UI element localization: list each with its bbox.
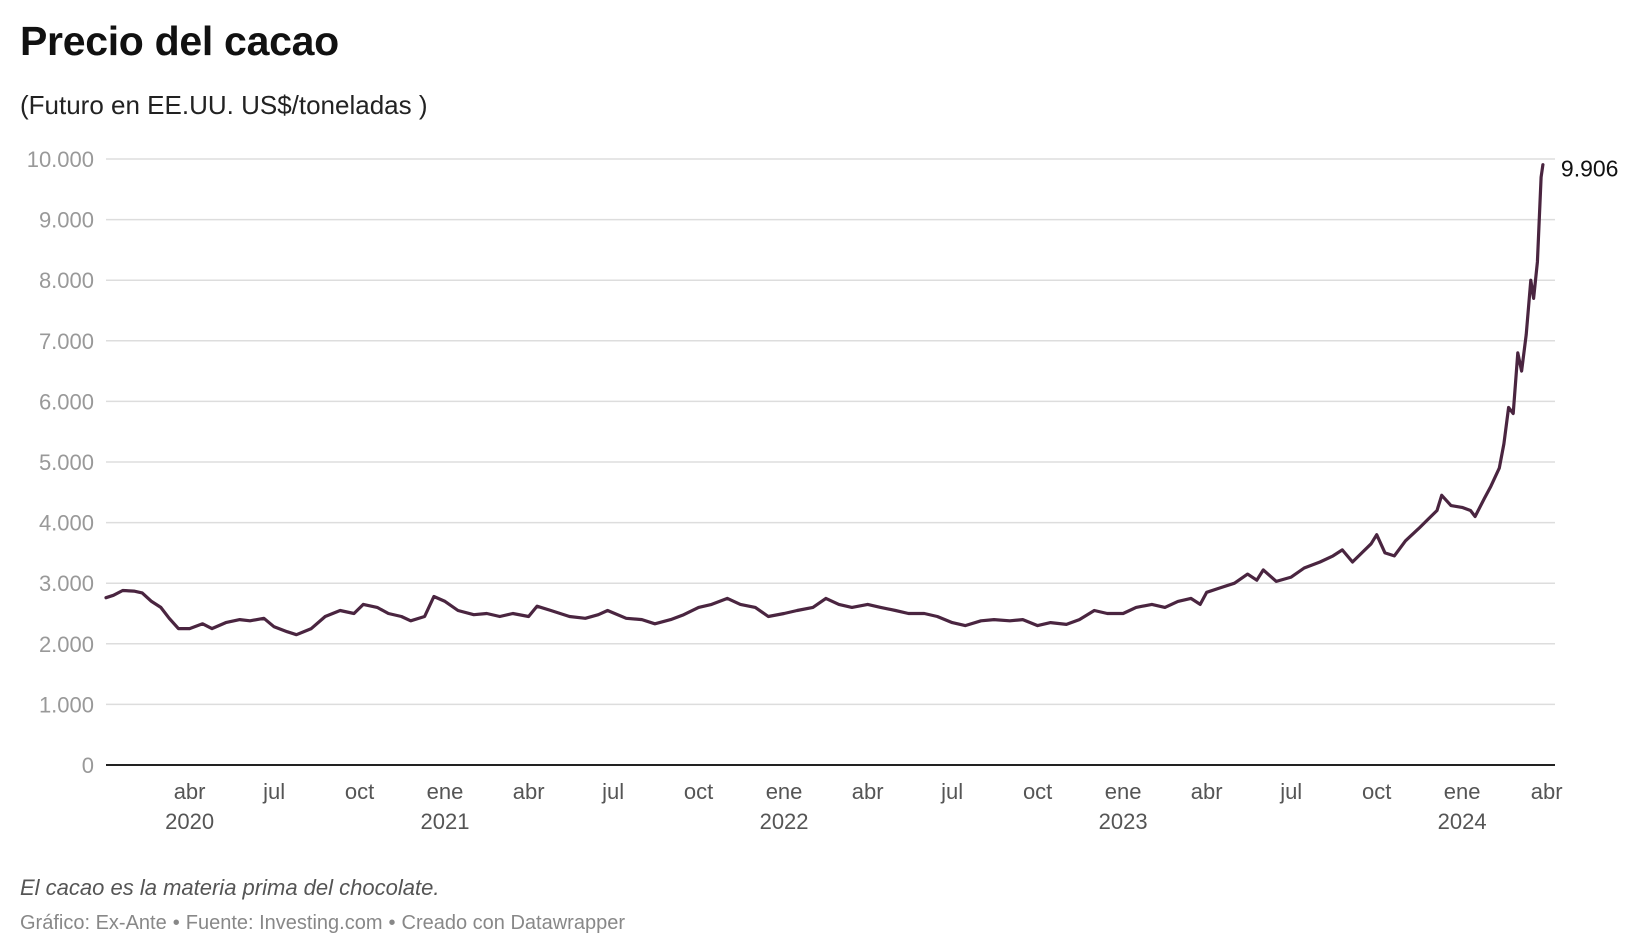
y-tick-label: 8.000 xyxy=(39,268,94,293)
x-axis: abr 2020 jul oct ene 2021 abr jul oct ene 2022 abr j… xyxy=(106,764,1563,834)
y-tick-label: 10.000 xyxy=(27,147,94,172)
x-tick-label: jul xyxy=(262,779,285,804)
y-tick-label: 6.000 xyxy=(39,389,94,414)
y-axis: 0 1.000 2.000 3.000 4.000 5.000 6.000 7.000 8.00… xyxy=(27,147,94,778)
x-tick-label: jul xyxy=(1279,779,1302,804)
x-tick-year-label: 2020 xyxy=(165,809,214,834)
separator: • xyxy=(388,912,396,934)
price-line xyxy=(104,163,1545,637)
separator: • xyxy=(172,912,180,934)
x-tick-year-label: 2021 xyxy=(421,809,470,834)
x-tick-label: ene xyxy=(766,779,803,804)
x-tick-label: abr xyxy=(1531,779,1563,804)
y-tick-label: 9.000 xyxy=(39,208,94,233)
x-tick-label: abr xyxy=(174,779,206,804)
last-value-label: 9.906 xyxy=(1561,156,1619,182)
x-tick-label: abr xyxy=(852,779,884,804)
x-tick-label: ene xyxy=(1105,779,1142,804)
annotations: 9.906 xyxy=(1561,156,1619,182)
y-tick-label: 7.000 xyxy=(39,329,94,354)
y-tick-label: 1.000 xyxy=(39,692,94,717)
x-tick-label: jul xyxy=(940,779,963,804)
y-tick-label: 5.000 xyxy=(39,450,94,475)
x-tick-label: oct xyxy=(345,779,374,804)
x-tick-label: ene xyxy=(1444,779,1481,804)
chart-subtitle: (Futuro en EE.UU. US$/toneladas ) xyxy=(20,90,428,120)
x-tick-label: ene xyxy=(427,779,464,804)
chart-note: El cacao es la materia prima del chocola… xyxy=(20,875,440,900)
credit-text: Gráfico: Ex-Ante xyxy=(20,912,167,934)
x-tick-label: jul xyxy=(601,779,624,804)
x-tick-year-label: 2022 xyxy=(760,809,809,834)
tool-text: Creado con Datawrapper xyxy=(401,912,625,934)
x-tick-label: abr xyxy=(1191,779,1223,804)
x-tick-label: oct xyxy=(1362,779,1391,804)
x-tick-label: oct xyxy=(684,779,713,804)
x-tick-label: oct xyxy=(1023,779,1052,804)
price-series xyxy=(104,163,1545,637)
y-tick-label: 2.000 xyxy=(39,632,94,657)
chart-footer: Gráfico: Ex-Ante • Fuente: Investing.com • C… xyxy=(20,912,625,935)
line-chart: 0 1.000 2.000 3.000 4.000 5.000 6.000 7.000 8.00… xyxy=(27,147,1619,834)
chart-title: Precio del cacao xyxy=(20,18,339,64)
source-text: Fuente: Investing.com xyxy=(185,912,383,934)
x-tick-label: abr xyxy=(513,779,545,804)
y-tick-label: 4.000 xyxy=(39,511,94,536)
y-tick-label: 0 xyxy=(82,753,94,778)
x-tick-year-label: 2024 xyxy=(1438,809,1487,834)
y-tick-label: 3.000 xyxy=(39,571,94,596)
x-tick-year-label: 2023 xyxy=(1099,809,1148,834)
gridlines xyxy=(106,158,1555,706)
